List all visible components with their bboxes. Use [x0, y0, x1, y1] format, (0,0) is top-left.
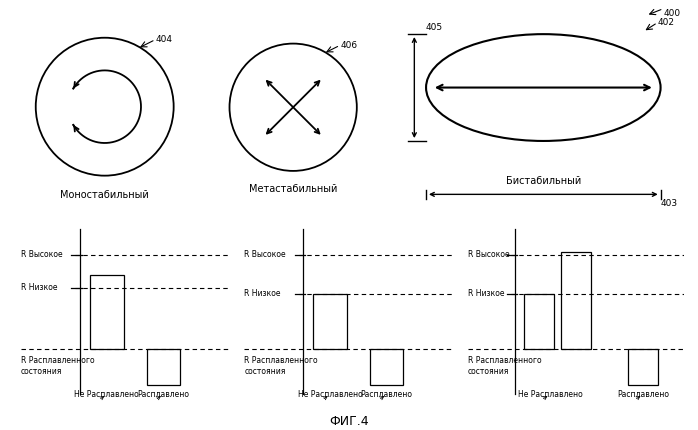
Text: Не Расплавлено: Не Расплавлено: [298, 390, 362, 399]
Text: R Низкое: R Низкое: [21, 283, 57, 292]
Text: 400: 400: [664, 9, 681, 18]
Text: Не Расплавлено: Не Расплавлено: [517, 390, 582, 399]
Text: R Низкое: R Низкое: [244, 289, 281, 298]
Text: ФИГ.4: ФИГ.4: [329, 415, 369, 428]
Text: R Расплавленного
состояния: R Расплавленного состояния: [468, 356, 541, 376]
Bar: [90, 275, 124, 349]
Bar: [524, 294, 554, 349]
Text: R Высокое: R Высокое: [468, 250, 510, 259]
Text: Расплавлено: Расплавлено: [617, 390, 669, 399]
Text: 402: 402: [658, 18, 675, 27]
Bar: [370, 349, 403, 385]
Text: R Низкое: R Низкое: [468, 289, 504, 298]
Text: Не Расплавлено: Не Расплавлено: [75, 390, 139, 399]
Bar: [560, 252, 591, 349]
Bar: [313, 294, 347, 349]
Text: Моностабильный: Моностабильный: [60, 190, 149, 200]
Text: 405: 405: [426, 23, 443, 32]
Text: R Расплавленного
состояния: R Расплавленного состояния: [21, 356, 94, 376]
Bar: [147, 349, 180, 385]
Text: 406: 406: [340, 41, 357, 50]
Bar: [628, 349, 658, 385]
Text: 403: 403: [660, 199, 678, 208]
Text: Расплавлено: Расплавлено: [138, 390, 189, 399]
Text: Метастабильный: Метастабильный: [249, 184, 337, 194]
Text: R Расплавленного
состояния: R Расплавленного состояния: [244, 356, 318, 376]
Text: R Высокое: R Высокое: [21, 250, 63, 259]
Text: Расплавлено: Расплавлено: [361, 390, 413, 399]
Text: Бистабильный: Бистабильный: [505, 176, 581, 186]
Text: R Высокое: R Высокое: [244, 250, 286, 259]
Text: 404: 404: [156, 35, 172, 44]
